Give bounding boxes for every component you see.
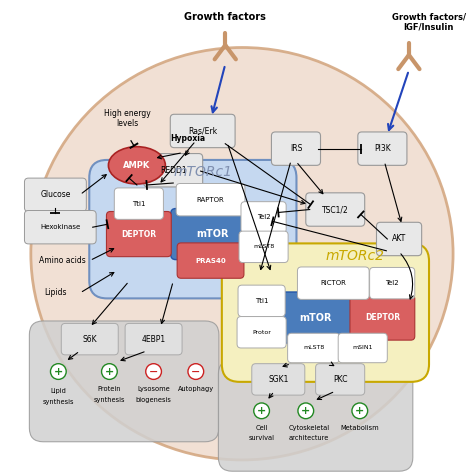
FancyBboxPatch shape (170, 114, 235, 148)
Text: mTORc1: mTORc1 (173, 165, 232, 179)
Text: High energy: High energy (104, 109, 150, 118)
Text: IRS: IRS (290, 144, 302, 153)
Text: S6K: S6K (82, 335, 97, 344)
Text: +: + (301, 406, 310, 416)
Text: Tel2: Tel2 (385, 280, 399, 286)
Text: PKC: PKC (333, 375, 347, 384)
FancyBboxPatch shape (350, 295, 415, 340)
Text: Protor: Protor (252, 330, 271, 335)
FancyBboxPatch shape (252, 364, 305, 395)
Text: Autophagy: Autophagy (178, 386, 214, 392)
FancyBboxPatch shape (358, 132, 407, 165)
Text: Lipids: Lipids (44, 289, 67, 298)
FancyBboxPatch shape (376, 222, 422, 255)
Text: levels: levels (116, 118, 138, 128)
Text: +: + (54, 366, 63, 376)
Text: Amino acids: Amino acids (39, 256, 86, 265)
Circle shape (188, 364, 204, 379)
FancyBboxPatch shape (298, 267, 369, 300)
Text: TSC1/2: TSC1/2 (322, 205, 348, 214)
Circle shape (101, 364, 117, 379)
Text: SGK1: SGK1 (268, 375, 289, 384)
Text: Growth factors/: Growth factors/ (392, 13, 465, 21)
FancyBboxPatch shape (89, 160, 296, 299)
Text: −: − (191, 366, 201, 376)
FancyBboxPatch shape (222, 244, 429, 382)
Text: mTOR: mTOR (196, 229, 229, 239)
Text: −: − (149, 366, 158, 376)
Text: RAPTOR: RAPTOR (197, 197, 224, 203)
FancyBboxPatch shape (25, 210, 96, 244)
FancyBboxPatch shape (176, 183, 245, 216)
Text: Lipid: Lipid (50, 388, 66, 394)
Text: Metabolism: Metabolism (340, 425, 379, 430)
FancyBboxPatch shape (61, 323, 118, 355)
Circle shape (298, 403, 314, 419)
Text: Growth factors: Growth factors (184, 12, 266, 22)
Text: +: + (105, 366, 114, 376)
Circle shape (51, 364, 66, 379)
Text: AKT: AKT (392, 235, 406, 244)
Text: synthesis: synthesis (43, 399, 74, 405)
Text: architecture: architecture (289, 435, 329, 441)
Text: +: + (257, 406, 266, 416)
Text: Lysosome: Lysosome (137, 386, 170, 392)
Text: DEPTOR: DEPTOR (365, 313, 400, 322)
Text: Tel2: Tel2 (257, 214, 270, 220)
FancyBboxPatch shape (272, 132, 320, 165)
Text: biogenesis: biogenesis (136, 397, 172, 403)
Text: IGF/Insulin: IGF/Insulin (403, 22, 454, 31)
FancyBboxPatch shape (288, 333, 340, 363)
Text: mLST8: mLST8 (303, 346, 324, 350)
FancyBboxPatch shape (125, 323, 182, 355)
Ellipse shape (31, 47, 453, 460)
FancyBboxPatch shape (237, 317, 286, 348)
Text: REDD1: REDD1 (160, 166, 187, 175)
Circle shape (146, 364, 162, 379)
Text: Ras/Erk: Ras/Erk (188, 127, 217, 136)
Text: Cytoskeletal: Cytoskeletal (288, 425, 329, 430)
Ellipse shape (109, 146, 165, 184)
Text: Glucose: Glucose (40, 190, 71, 199)
Text: synthesis: synthesis (94, 397, 125, 403)
FancyBboxPatch shape (238, 285, 285, 317)
FancyBboxPatch shape (25, 178, 86, 211)
FancyBboxPatch shape (316, 364, 365, 395)
FancyBboxPatch shape (171, 209, 254, 260)
FancyBboxPatch shape (107, 211, 171, 256)
Text: mTORc2: mTORc2 (325, 249, 384, 263)
FancyBboxPatch shape (29, 321, 219, 442)
Text: survival: survival (248, 435, 274, 441)
Text: RICTOR: RICTOR (320, 280, 346, 286)
Text: Hexokinase: Hexokinase (40, 224, 81, 230)
Text: PRAS40: PRAS40 (195, 257, 226, 264)
Text: Protein: Protein (98, 386, 121, 392)
Text: DEPTOR: DEPTOR (121, 229, 156, 238)
Text: mTOR: mTOR (300, 312, 332, 322)
Text: +: + (355, 406, 365, 416)
Text: mLST8: mLST8 (253, 244, 274, 249)
FancyBboxPatch shape (219, 360, 413, 471)
FancyBboxPatch shape (338, 333, 387, 363)
FancyBboxPatch shape (241, 201, 286, 233)
FancyBboxPatch shape (239, 231, 288, 263)
FancyBboxPatch shape (114, 188, 164, 219)
Text: mSIN1: mSIN1 (353, 346, 373, 350)
Text: Tti1: Tti1 (132, 201, 146, 207)
FancyBboxPatch shape (274, 292, 357, 343)
FancyBboxPatch shape (306, 193, 365, 226)
Text: AMPK: AMPK (123, 161, 151, 170)
Text: PI3K: PI3K (374, 144, 391, 153)
Text: Cell: Cell (255, 426, 268, 431)
Text: 4EBP1: 4EBP1 (142, 335, 165, 344)
Circle shape (352, 403, 368, 419)
FancyBboxPatch shape (177, 243, 244, 278)
FancyBboxPatch shape (370, 267, 415, 299)
Text: Hypoxia: Hypoxia (170, 134, 206, 143)
FancyBboxPatch shape (144, 154, 203, 187)
Circle shape (254, 403, 269, 419)
Text: Tti1: Tti1 (255, 298, 268, 304)
